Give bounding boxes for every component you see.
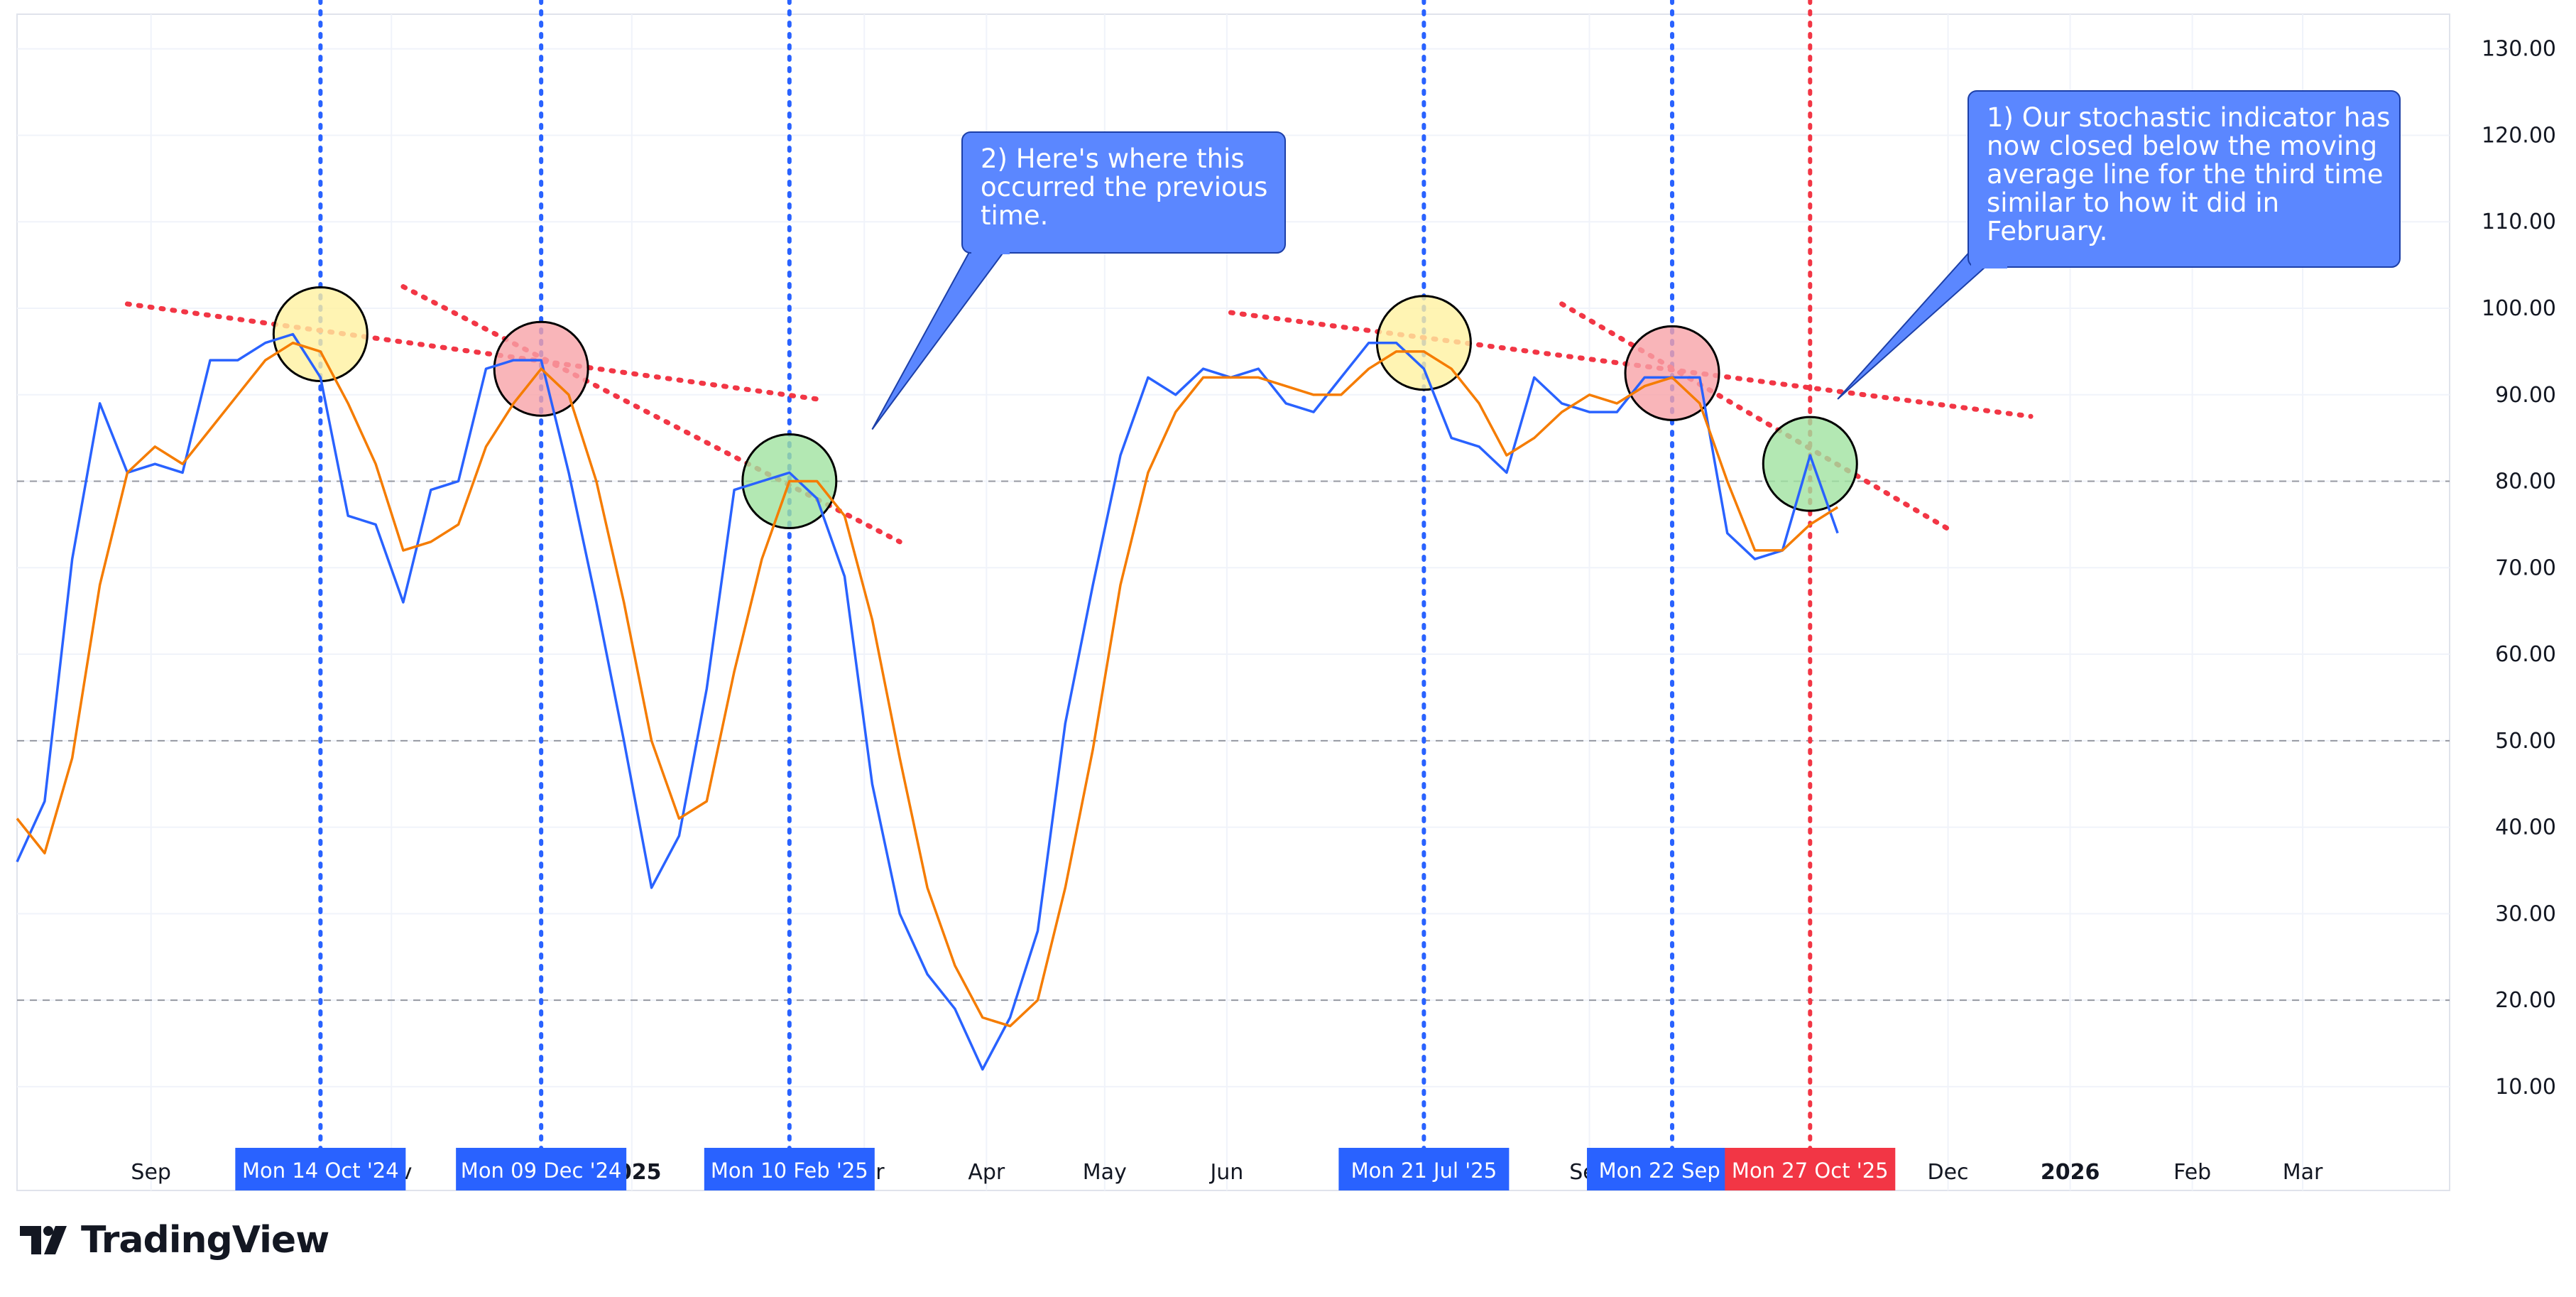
- highlight-circle: [1762, 416, 1858, 512]
- x-tick-label: May: [1083, 1160, 1127, 1185]
- highlight-circle: [272, 286, 369, 383]
- x-tick-label: Feb: [2173, 1160, 2211, 1185]
- y-tick-label: 130.00: [2482, 37, 2556, 62]
- stochastic-k-line: [16, 332, 1839, 1071]
- y-tick-label: 40.00: [2495, 815, 2556, 840]
- callout-text-line: occurred the previous: [981, 172, 1267, 202]
- y-tick-label: 110.00: [2482, 210, 2556, 234]
- callout-text-line: 2) Here's where this: [981, 143, 1245, 174]
- y-tick-label: 100.00: [2482, 296, 2556, 321]
- callout-text-line: similar to how it did in: [1987, 188, 2279, 218]
- vertical-marker-label: Mon 27 Oct '25: [1732, 1158, 1889, 1183]
- vertical-marker-badge: [1338, 1148, 1510, 1190]
- y-tick-label: 30.00: [2495, 901, 2556, 926]
- tradingview-logo-text: TradingView: [81, 1219, 329, 1261]
- vertical-marker-badge: [456, 1148, 627, 1190]
- vertical-marker-badge: [235, 1148, 406, 1190]
- y-tick-label: 20.00: [2495, 988, 2556, 1013]
- callout-text-line: time.: [981, 200, 1048, 231]
- x-tick-label: Dec: [1928, 1160, 1969, 1185]
- x-tick-label: 2026: [2041, 1160, 2100, 1185]
- callout-box: [961, 131, 1286, 254]
- y-tick-label: 70.00: [2495, 555, 2556, 580]
- vertical-marker-label: Mon 09 Dec '24: [461, 1158, 622, 1183]
- callout-joint: [971, 247, 1010, 254]
- y-tick-label: 120.00: [2482, 123, 2556, 148]
- callout-text-line: February.: [1987, 216, 2107, 246]
- stochastic-d-line: [16, 341, 1839, 1028]
- callout-text-line: 1) Our stochastic indicator has: [1987, 102, 2390, 133]
- trend-line: [1228, 310, 2034, 419]
- tradingview-logo[interactable]: TradingView: [20, 1219, 329, 1261]
- vertical-marker-label: Mon 21 Jul '25: [1351, 1158, 1497, 1183]
- x-tick-label: Sep: [131, 1160, 171, 1185]
- vertical-marker-label: Mon 14 Oct '24: [242, 1158, 399, 1183]
- y-tick-label: 10.00: [2495, 1075, 2556, 1100]
- callout-text-line: average line for the third time: [1987, 159, 2384, 190]
- x-tick-label: Jun: [1208, 1160, 1243, 1185]
- y-tick-label: 60.00: [2495, 642, 2556, 667]
- vertical-marker-label: Mon 22 Sep '2: [1599, 1158, 1746, 1183]
- y-tick-label: 80.00: [2495, 470, 2556, 494]
- trend-line: [124, 301, 820, 402]
- vertical-marker-label: Mon 10 Feb '25: [711, 1158, 868, 1183]
- highlight-circle: [1624, 325, 1720, 421]
- y-tick-label: 90.00: [2495, 383, 2556, 408]
- x-tick-label: Apr: [968, 1160, 1005, 1185]
- vertical-marker-badge: [704, 1148, 875, 1190]
- callout-text-line: now closed below the moving: [1987, 131, 2377, 161]
- x-tick-label: Mar: [2283, 1160, 2323, 1185]
- callout-joint: [1971, 261, 2007, 268]
- y-tick-label: 50.00: [2495, 729, 2556, 754]
- vertical-marker-badge: [1725, 1148, 1896, 1190]
- callout-box: [1968, 90, 2401, 268]
- tradingview-logo-icon: [20, 1226, 67, 1254]
